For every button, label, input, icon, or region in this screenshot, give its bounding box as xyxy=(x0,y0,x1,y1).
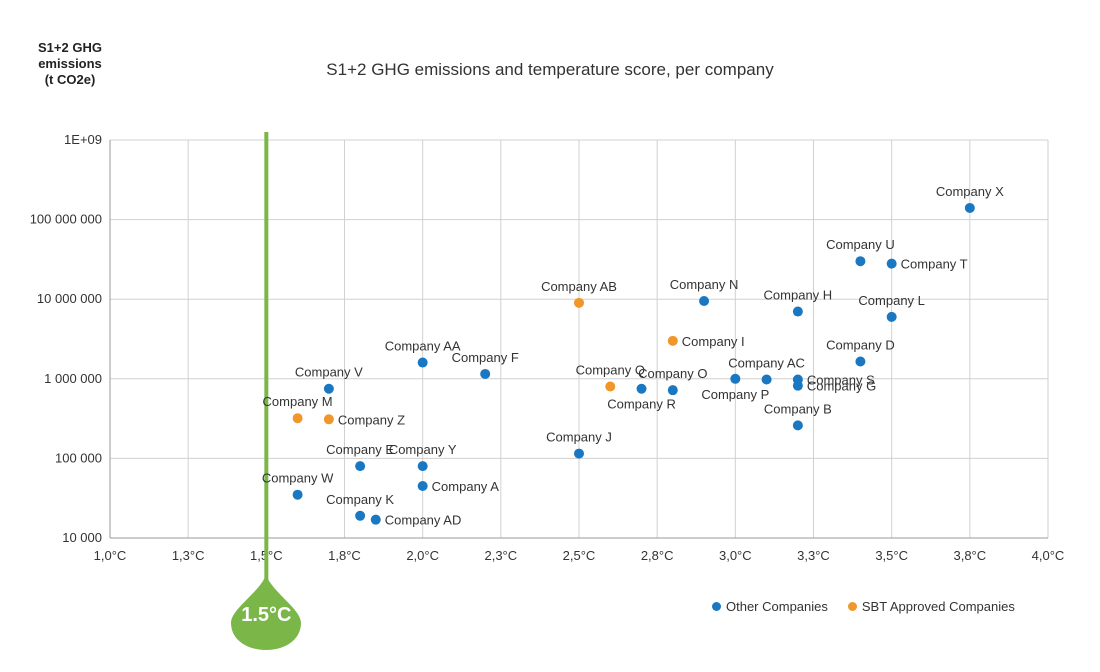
chart-title: S1+2 GHG emissions and temperature score… xyxy=(326,60,774,79)
data-label: Company X xyxy=(936,184,1004,199)
data-label: Company L xyxy=(858,293,924,308)
y-tick-label: 10 000 xyxy=(62,530,102,545)
data-point xyxy=(480,368,491,379)
x-tick-label: 4,0°C xyxy=(1032,548,1065,563)
data-label: Company N xyxy=(670,277,739,292)
data-point xyxy=(574,448,584,459)
data-point xyxy=(667,335,678,346)
data-label: Company V xyxy=(295,365,363,380)
data-point xyxy=(323,414,334,425)
x-tick-label: 2,5°C xyxy=(563,548,596,563)
legend-item-other: Other Companies xyxy=(712,599,828,614)
y-axis-title-line-2: emissions xyxy=(38,56,102,71)
data-label: Company U xyxy=(826,237,895,252)
data-label: Company P xyxy=(701,387,769,402)
y-axis-title-line-3: (t CO2e) xyxy=(44,72,96,87)
data-label: Company G xyxy=(807,379,876,394)
reference-line-label: 1.5°C xyxy=(241,604,292,626)
x-tick-label: 1,3°C xyxy=(172,548,205,563)
data-label: Company H xyxy=(764,288,833,303)
x-tick-label: 2,8°C xyxy=(641,548,674,563)
data-label: Company D xyxy=(826,337,895,352)
data-points xyxy=(292,202,975,525)
legend-label-sbt: SBT Approved Companies xyxy=(861,599,1015,614)
x-tick-label: 1,8°C xyxy=(328,548,361,563)
legend: Other Companies SBT Approved Companies xyxy=(712,599,1035,614)
legend-swatch-sbt xyxy=(847,602,857,611)
legend-item-sbt: SBT Approved Companies xyxy=(847,599,1015,614)
data-label: Company Q xyxy=(576,363,645,378)
data-label: Company O xyxy=(638,366,707,381)
data-point xyxy=(636,383,647,394)
data-point xyxy=(292,413,303,424)
data-label: Company K xyxy=(326,492,394,507)
data-point xyxy=(699,295,710,306)
data-label: Company E xyxy=(326,442,394,457)
data-point xyxy=(355,510,366,521)
reference-line-badge: 1.5°C xyxy=(229,573,303,651)
axis-ticks: 1,0°C1,3°C1,5°C1,8°C2,0°C2,3°C2,5°C2,8°C… xyxy=(30,132,1065,563)
data-label: Company T xyxy=(901,257,968,272)
data-point xyxy=(574,297,584,308)
data-label: Company I xyxy=(682,334,745,349)
y-axis-title-line-1: S1+2 GHG xyxy=(38,40,102,55)
x-tick-label: 3,5°C xyxy=(875,548,908,563)
y-tick-label: 100 000 000 xyxy=(30,212,102,227)
data-label: Company AA xyxy=(385,339,461,354)
drop-icon xyxy=(231,575,302,650)
data-point xyxy=(855,256,866,267)
y-axis-title: S1+2 GHG emissions (t CO2e) xyxy=(22,40,118,88)
data-point xyxy=(370,514,381,525)
legend-label-other: Other Companies xyxy=(726,599,828,614)
data-label: Company A xyxy=(432,479,500,494)
y-tick-label: 1E+09 xyxy=(64,132,102,147)
x-tick-label: 1,0°C xyxy=(94,548,127,563)
data-label: Company M xyxy=(263,394,333,409)
data-point xyxy=(323,383,334,394)
data-point xyxy=(355,461,366,472)
data-point xyxy=(886,258,897,269)
data-label: Company W xyxy=(262,471,334,486)
data-label: Company F xyxy=(452,350,519,365)
data-point xyxy=(667,385,678,396)
data-point xyxy=(792,380,803,391)
data-label: Company R xyxy=(607,397,676,412)
data-label: Company J xyxy=(546,430,612,445)
data-label: Company Z xyxy=(338,412,405,427)
x-tick-label: 2,0°C xyxy=(406,548,439,563)
grid xyxy=(109,139,1049,539)
data-point xyxy=(761,374,772,385)
data-label: Company B xyxy=(764,401,832,416)
data-point xyxy=(792,306,803,317)
y-tick-label: 1 000 000 xyxy=(44,371,102,386)
data-label: Company AC xyxy=(728,355,805,370)
data-label: Company Y xyxy=(389,442,457,457)
data-labels: Company X Company U Company T Company N Comp… xyxy=(262,184,1004,528)
data-point xyxy=(792,420,803,431)
data-label: Company AB xyxy=(541,279,617,294)
data-point xyxy=(417,461,428,472)
data-point xyxy=(886,311,897,322)
data-point xyxy=(730,373,741,384)
data-point xyxy=(605,381,616,392)
data-point xyxy=(292,489,303,500)
y-tick-label: 10 000 000 xyxy=(37,291,102,306)
data-point xyxy=(855,356,866,367)
x-tick-label: 2,3°C xyxy=(484,548,517,563)
data-label: Company AD xyxy=(385,513,462,528)
data-point xyxy=(417,357,428,368)
legend-swatch-other xyxy=(712,602,721,611)
data-point xyxy=(964,202,975,213)
x-tick-label: 3,0°C xyxy=(719,548,752,563)
data-point xyxy=(417,481,428,492)
x-tick-label: 3,3°C xyxy=(797,548,830,563)
y-tick-label: 100 000 xyxy=(55,450,102,465)
data-label: Company S xyxy=(807,372,875,387)
x-tick-label: 3,8°C xyxy=(953,548,986,563)
